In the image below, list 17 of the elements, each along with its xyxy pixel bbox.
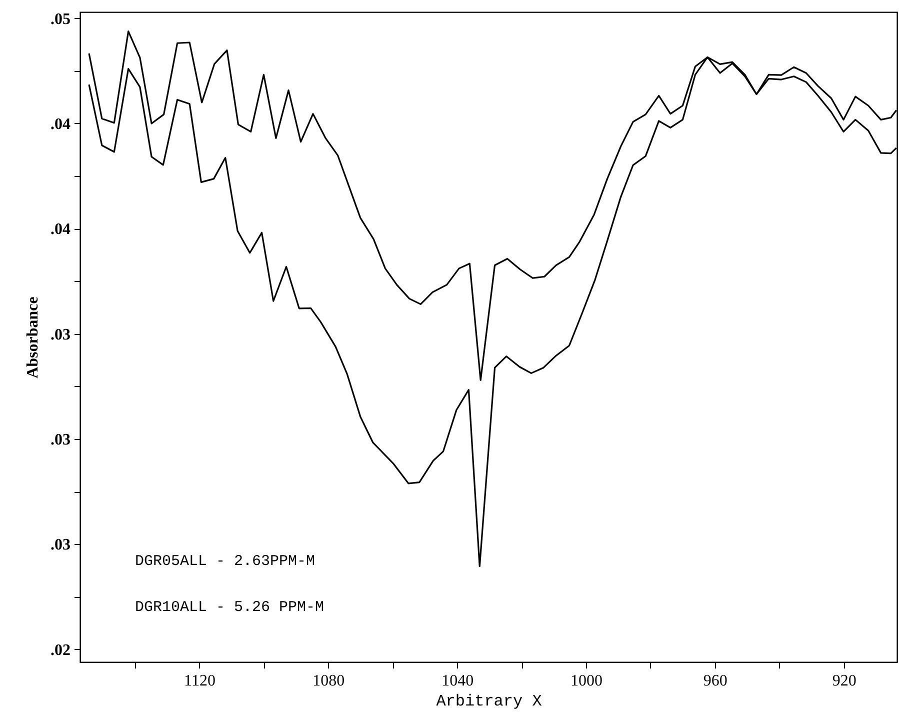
y-axis-title: Absorbance — [24, 296, 42, 378]
x-tick-label: 1000 — [570, 672, 602, 690]
y-tick-label: .02 — [50, 642, 70, 659]
x-tick-label: 1080 — [312, 672, 345, 690]
x-tick-label: 920 — [832, 672, 856, 690]
x-tick-label: 1040 — [442, 672, 474, 690]
annotation: DGR10ALL - 5.26 PPM-M — [135, 599, 324, 616]
annotation: DGR05ALL - 2.63PPM-M — [135, 553, 316, 570]
y-tick-label: .04 — [50, 221, 70, 238]
y-tick-label: .03 — [50, 432, 70, 449]
x-axis-title: Arbitrary X — [436, 692, 542, 710]
x-tick-label: 960 — [703, 672, 728, 690]
y-tick-label: .03 — [50, 326, 70, 344]
y-tick-label: .04 — [50, 116, 70, 133]
x-tick-label: 1120 — [184, 672, 216, 690]
y-tick-label: .05 — [50, 10, 70, 28]
y-tick-label: .03 — [50, 536, 70, 554]
